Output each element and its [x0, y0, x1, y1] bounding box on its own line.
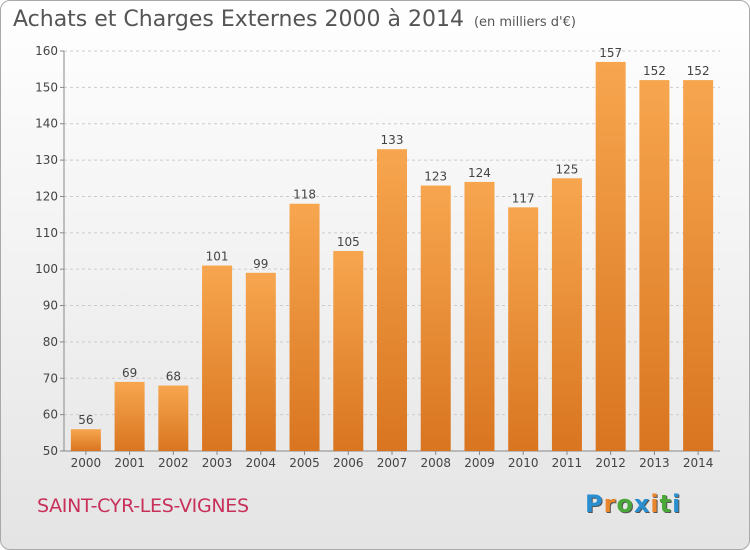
logo-letter: i: [650, 490, 660, 518]
bar-value-label: 152: [687, 64, 710, 78]
logo-letter: P: [585, 490, 604, 518]
logo-letter: i: [672, 490, 682, 518]
x-tick-label: 2005: [289, 456, 320, 470]
x-tick-label: 2011: [552, 456, 583, 470]
x-tick-label: 2001: [114, 456, 145, 470]
logo-letter: t: [659, 490, 673, 518]
bar: [508, 207, 539, 451]
bar-value-label: 133: [381, 133, 404, 147]
proxiti-logo: Proxiti: [585, 490, 681, 518]
bar-value-label: 105: [337, 235, 360, 249]
y-tick-label: 90: [43, 299, 58, 313]
x-tick-label: 2003: [202, 456, 233, 470]
bar-value-label: 56: [78, 413, 93, 427]
bar: [551, 178, 582, 452]
chart-title-text: Achats et Charges Externes 2000 à 2014: [13, 7, 464, 32]
bar: [202, 265, 233, 451]
x-tick-label: 2002: [158, 456, 189, 470]
bar-value-label: 99: [253, 257, 268, 271]
bar: [683, 80, 714, 451]
y-tick-label: 100: [35, 262, 58, 276]
y-tick-label: 110: [35, 226, 58, 240]
y-tick-label: 60: [43, 408, 58, 422]
bar-value-label: 123: [424, 170, 447, 184]
bar: [114, 381, 145, 451]
y-tick-label: 140: [35, 117, 58, 131]
x-tick-label: 2009: [464, 456, 495, 470]
x-tick-label: 2004: [246, 456, 277, 470]
x-tick-label: 2013: [639, 456, 670, 470]
y-tick-label: 50: [43, 444, 58, 458]
bar-value-label: 118: [293, 188, 316, 202]
chart-title: Achats et Charges Externes 2000 à 2014 (e…: [13, 7, 576, 32]
bar: [639, 80, 670, 451]
y-tick-label: 150: [35, 80, 58, 94]
bar-value-label: 69: [122, 366, 137, 380]
bar-value-label: 125: [555, 162, 578, 176]
x-tick-label: 2010: [508, 456, 539, 470]
bar: [377, 149, 407, 451]
x-tick-label: 2014: [683, 456, 714, 470]
logo-letter: x: [633, 490, 651, 518]
bar: [158, 385, 189, 451]
y-tick-label: 130: [35, 153, 58, 167]
bar-value-label: 68: [166, 370, 181, 384]
bar: [464, 181, 495, 451]
x-tick-label: 2000: [71, 456, 102, 470]
bar-value-label: 117: [512, 191, 535, 205]
y-tick-label: 80: [43, 335, 58, 349]
x-tick-label: 2007: [377, 456, 408, 470]
x-tick-label: 2006: [333, 456, 364, 470]
bar: [595, 61, 626, 452]
bar: [420, 185, 451, 451]
commune-name: SAINT-CYR-LES-VIGNES: [37, 495, 249, 517]
y-tick-label: 160: [35, 44, 58, 58]
bar-value-label: 101: [206, 250, 229, 264]
bar: [70, 429, 101, 451]
x-tick-label: 2012: [595, 456, 626, 470]
logo-letter: o: [616, 490, 634, 518]
bar-value-label: 124: [468, 166, 491, 180]
logo-letter: r: [603, 490, 617, 518]
bar: [333, 251, 364, 451]
x-tick-label: 2008: [420, 456, 451, 470]
bar-value-label: 152: [643, 64, 666, 78]
bar: [245, 272, 276, 451]
y-tick-label: 70: [43, 371, 58, 385]
bar-value-label: 157: [599, 46, 622, 60]
bar: [289, 203, 320, 451]
y-tick-label: 120: [35, 189, 58, 203]
chart-subtitle: (en milliers d'€): [473, 15, 576, 30]
